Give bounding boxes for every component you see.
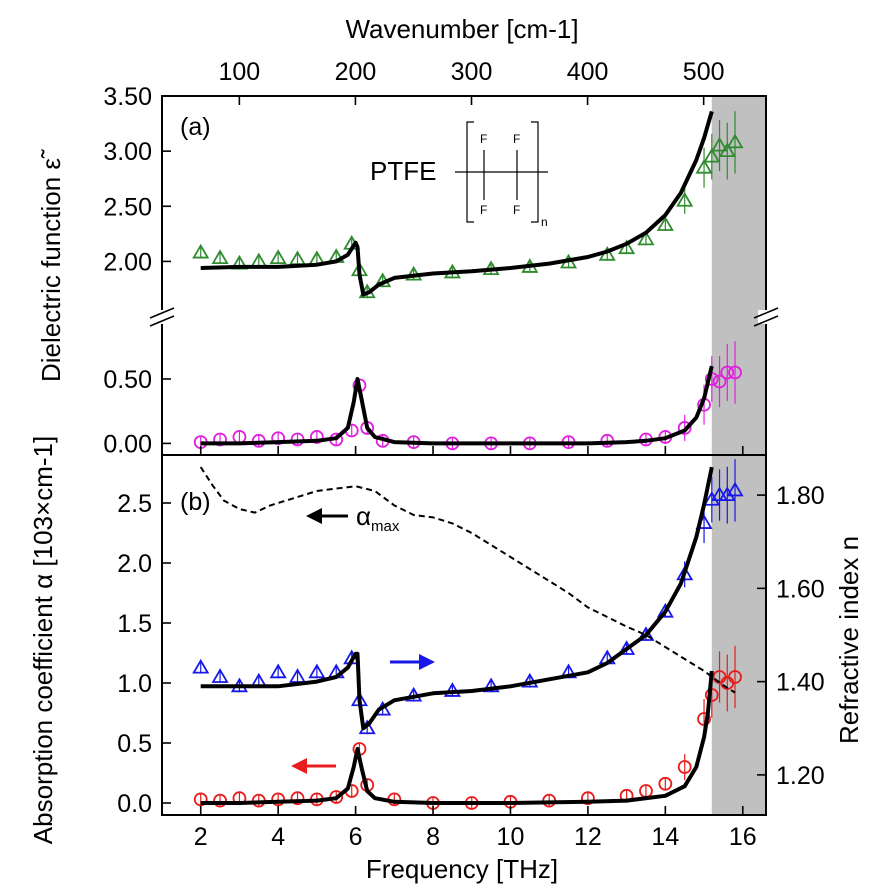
series-a2 (195, 341, 741, 449)
top-x-tick-label: 100 (218, 58, 260, 86)
right-arrow-icon (390, 654, 435, 670)
series-b4 (201, 467, 735, 693)
y-tick-label-a-upper: 2.50 (103, 193, 152, 221)
ptfe-atom-f2: F (513, 132, 520, 146)
chart-marks (194, 111, 742, 809)
ptfe-atom-f3: F (480, 203, 487, 217)
alpha-max-label: αmax (356, 501, 400, 535)
x-tick-label: 14 (651, 823, 679, 851)
x-tick-label: 4 (271, 823, 285, 851)
alpha-max-subscript: max (371, 518, 400, 535)
y-tick-label-a-upper: 3.00 (103, 138, 152, 166)
y-tick-label-b-left: 2.5 (117, 490, 152, 518)
x-axis-title: Frequency [THz] (366, 854, 558, 884)
top-x-tick-label: 400 (567, 58, 609, 86)
y-tick-label-b-left: 0.0 (117, 790, 152, 818)
y-tick-label-a-lower: 0.50 (103, 366, 152, 394)
series-b0 (195, 646, 741, 809)
y-tick-label-b-right: 1.20 (776, 762, 825, 790)
top-x-tick-label: 300 (451, 58, 493, 86)
top-x-tick-label: 200 (335, 58, 377, 86)
series-line-a1 (201, 111, 712, 294)
ptfe-atom-f4: F (513, 203, 520, 217)
x-tick-label: 8 (426, 823, 440, 851)
y-tick-label-b-right: 1.80 (776, 482, 825, 510)
y-tick-label-b-left: 0.5 (117, 730, 152, 758)
x-tick-label: 2 (194, 823, 208, 851)
series-line-b4 (201, 467, 735, 693)
alpha-max-symbol: α (356, 501, 371, 531)
y-tick-label-b-right: 1.40 (776, 669, 825, 697)
panel-label-a: (a) (180, 113, 211, 141)
ptfe-subscript-n: n (541, 215, 548, 229)
alpha-max-arrow-icon (306, 508, 348, 524)
axis-break-gap (758, 310, 774, 324)
ptfe-structure-icon (455, 122, 548, 222)
axis-break-gap (154, 310, 170, 324)
x-tick-label: 16 (729, 823, 757, 851)
left-arrow-icon (291, 758, 336, 774)
y-axis-title-b-left: Absorption coefficient α [103×cm-1] (28, 436, 58, 844)
y-tick-label-b-left: 1.0 (117, 670, 152, 698)
y-tick-label-b-left: 2.0 (117, 550, 152, 578)
panel-label-b: (b) (180, 488, 211, 516)
x-tick-label: 12 (574, 823, 602, 851)
y-tick-label-a-upper: 2.00 (103, 248, 152, 276)
top-x-axis-title: Wavenumber [cm-1] (345, 14, 578, 44)
y-tick-label-b-right: 1.60 (776, 575, 825, 603)
y-tick-label-b-left: 1.5 (117, 610, 152, 638)
x-tick-label: 10 (497, 823, 525, 851)
ptfe-atom-f1: F (480, 132, 487, 146)
top-x-tick-label: 500 (683, 58, 725, 86)
series-a1 (201, 111, 712, 294)
y-axis-title-b-right: Refractive index n (834, 536, 864, 744)
y-tick-label-a-upper: 3.50 (103, 83, 152, 111)
ptfe-label: PTFE (370, 156, 436, 186)
y-tick-label-a-lower: 0.00 (103, 430, 152, 458)
x-tick-label: 6 (349, 823, 363, 851)
y-axis-title-a: Dielectric function ε̃ (36, 149, 66, 382)
